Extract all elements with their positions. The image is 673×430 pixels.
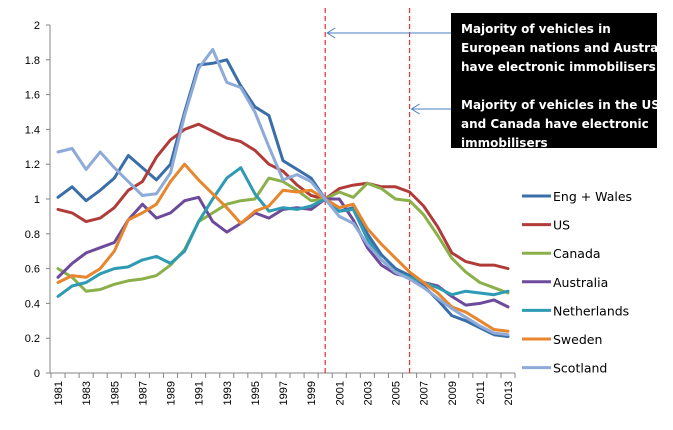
series-line-netherlands: [56, 166, 510, 298]
series-line-scotland: [56, 47, 510, 337]
reference-lines: [324, 8, 411, 373]
legend-label: Australia: [553, 275, 608, 290]
y-tick-label: 0.4: [25, 298, 40, 310]
y-tick-label: 1.6: [25, 90, 40, 102]
x-tick-label: 1999: [306, 381, 318, 405]
legend-label: Eng + Wales: [553, 189, 632, 204]
x-tick-label: 1985: [109, 381, 121, 405]
y-tick-label: 1: [34, 194, 40, 206]
x-tick-label: 2005: [391, 381, 403, 405]
axes: 0 0.2 0.4 0.6 0.8 1 1.2 1.4 1.6 1.8 2 1981 1983 1985 1…: [25, 20, 516, 405]
y-tick-label: 0.6: [25, 264, 40, 276]
y-tick-label: 2: [34, 20, 40, 32]
x-tick-label: 2009: [447, 381, 459, 405]
x-tick-label: 1987: [137, 381, 149, 405]
legend-label: US: [553, 218, 570, 233]
annotation-line: Majority of vehicles in: [461, 22, 611, 36]
annotation-line: and Canada have electronic: [461, 117, 649, 131]
y-tick-label: 0: [34, 368, 40, 380]
annotation-line: European nations and Australia: [461, 41, 673, 55]
x-tick-label: 1997: [278, 381, 290, 405]
annotation-box: [451, 13, 657, 148]
legend-label: Canada: [553, 246, 601, 261]
y-tick-label: 0.8: [25, 229, 40, 241]
x-tick-label: 2013: [503, 381, 515, 405]
y-tick-label: 1.4: [25, 124, 40, 136]
annotation-line: Majority of vehicles in the US: [461, 98, 660, 112]
x-tick-label: 1989: [166, 381, 178, 405]
x-tick-label: 2007: [419, 381, 431, 405]
legend-label: Scotland: [553, 361, 607, 376]
x-tick-label: 2003: [362, 381, 374, 405]
arrow-head-icon: [410, 103, 420, 115]
annotation: Majority of vehicles in European nations …: [326, 13, 673, 150]
x-tick-label: 2011: [475, 381, 487, 405]
series-lines: [56, 47, 510, 338]
x-tick-label: 1995: [250, 381, 262, 405]
series-line-canada: [56, 176, 510, 295]
annotation-arrows: [326, 27, 451, 115]
x-tick-label: 1991: [194, 381, 206, 405]
y-tick-label: 1.2: [25, 159, 40, 171]
annotation-text: Majority of vehicles in European nations …: [461, 22, 673, 150]
legend-label: Netherlands: [553, 303, 629, 318]
annotation-line: immobilisers: [461, 136, 548, 150]
x-tick-label: 2001: [334, 381, 346, 405]
x-tick-label: 1993: [222, 381, 234, 405]
y-tick-label: 1.8: [25, 55, 40, 67]
series-line-sweden: [56, 162, 510, 333]
arrow-head-icon: [326, 27, 336, 39]
series-line-us: [56, 122, 510, 271]
x-tick-label: 1983: [81, 381, 93, 405]
x-tick-label: 1981: [53, 381, 65, 405]
legend-label: Sweden: [553, 332, 602, 347]
legend: Eng + Wales US Canada Australia Netherlands S…: [522, 189, 632, 376]
annotation-line: have electronic immobilisers: [461, 60, 656, 74]
y-tick-label: 0.2: [25, 333, 40, 345]
